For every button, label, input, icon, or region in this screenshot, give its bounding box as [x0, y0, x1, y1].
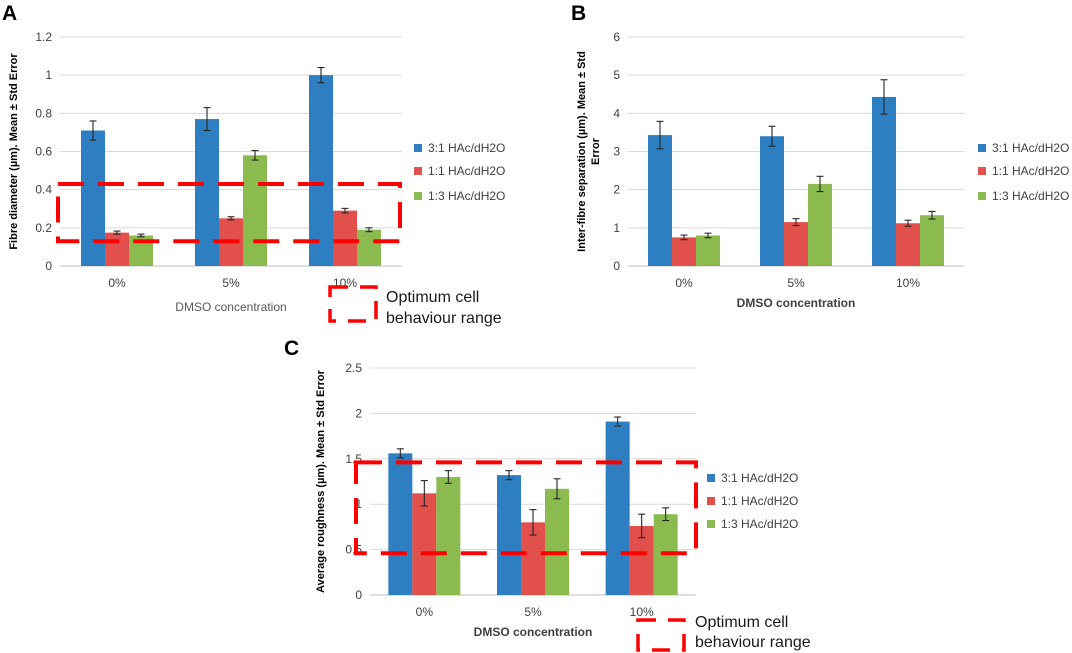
y-tick-label: 1.2	[35, 30, 52, 44]
optimum-range-key-box	[328, 285, 378, 323]
legend-label: 1:1 HAc/dH2O	[721, 494, 798, 508]
bar	[388, 453, 413, 595]
bar	[605, 421, 630, 595]
legend-swatch	[414, 167, 422, 175]
bar	[195, 119, 219, 266]
legend-label: 1:3 HAc/dH2O	[428, 189, 505, 203]
bar	[333, 210, 357, 266]
y-tick-label: 0.6	[35, 145, 52, 159]
bar	[545, 488, 569, 595]
bar	[357, 229, 381, 266]
bar	[412, 493, 437, 595]
x-tick-label: 10%	[896, 276, 920, 290]
legend-label: 1:3 HAc/dH2O	[992, 189, 1069, 203]
y-tick-label: 6	[613, 30, 620, 44]
legend-swatch	[414, 192, 422, 200]
legend-swatch	[707, 520, 715, 528]
bar	[497, 475, 521, 595]
y-tick-label: 0.2	[35, 221, 52, 235]
optimum-range-key-a: Optimum cell behaviour range	[328, 285, 502, 327]
y-tick-label: 2	[613, 183, 620, 197]
bar	[896, 223, 920, 266]
x-tick-label: 0%	[416, 605, 434, 619]
x-tick-label: 5%	[222, 276, 240, 290]
bar	[784, 222, 808, 266]
y-axis-label: Inter-fibre separation (µm). Mean ± Std E…	[576, 51, 602, 252]
y-tick-label: 5	[613, 68, 620, 82]
panel-letter-a: A	[2, 2, 17, 25]
bar	[309, 75, 333, 267]
x-axis-label: DMSO concentration	[474, 625, 593, 639]
legend-swatch	[978, 144, 986, 152]
bar	[696, 235, 720, 266]
bar	[672, 237, 696, 266]
bar	[436, 476, 461, 595]
y-tick-label: 1	[45, 68, 52, 82]
bar	[81, 130, 105, 266]
panel-letter-b: B	[571, 2, 586, 25]
optimum-range-key-box	[636, 618, 686, 652]
y-tick-label: 2	[355, 406, 362, 420]
chart-panel-a: A 00.20.40.60.811.20% 5% 10%DMSO concentra…	[2, 2, 505, 314]
legend-swatch	[707, 497, 715, 505]
y-tick-label: 0.4	[35, 183, 52, 197]
bar	[760, 136, 784, 266]
bar	[872, 96, 896, 267]
y-tick-label: 3	[613, 145, 620, 159]
y-tick-label: 0	[355, 588, 362, 602]
x-tick-label: 0%	[675, 276, 693, 290]
x-tick-label: 5%	[524, 605, 542, 619]
optimum-range-label-line2: behaviour range	[386, 310, 502, 327]
y-tick-label: 0.8	[35, 106, 52, 120]
chart-panel-b: B 0 1 2 3 4 5 6 0% 5% 10% DMSO concentration Inter-…	[571, 2, 1069, 310]
y-tick-label: 0	[613, 259, 620, 273]
x-axis-label: DMSO concentration	[737, 296, 856, 310]
x-axis-label: DMSO concentration	[175, 300, 286, 314]
legend-swatch	[707, 474, 715, 482]
legend-swatch	[414, 144, 422, 152]
optimum-range-label-line1: Optimum cell	[695, 614, 788, 631]
y-tick-label: 4	[613, 106, 620, 120]
bar	[648, 135, 672, 266]
optimum-range-label-line1: Optimum cell	[386, 289, 479, 306]
x-tick-label: 0%	[108, 276, 126, 290]
bar	[243, 155, 267, 266]
legend-label: 3:1 HAc/dH2O	[992, 141, 1069, 155]
optimum-range-label-line2: behaviour range	[695, 634, 811, 651]
bar	[808, 183, 832, 266]
bar	[105, 232, 129, 266]
legend-label: 3:1 HAc/dH2O	[721, 471, 798, 485]
optimum-range-box	[354, 460, 698, 556]
y-axis-label: Fibre diameter (µm). Mean ± Std Error	[8, 53, 20, 250]
legend-label: 1:1 HAc/dH2O	[992, 164, 1069, 178]
x-tick-label: 5%	[787, 276, 805, 290]
optimum-range-box	[56, 181, 402, 244]
legend-swatch	[978, 167, 986, 175]
legend-label: 3:1 HAc/dH2O	[428, 141, 505, 155]
chart-panel-c: C 00.511.522.50% 5% 10%DMSO concentrationA…	[284, 337, 798, 639]
y-tick-label: 0	[45, 259, 52, 273]
bar	[920, 215, 944, 266]
y-tick-label: 1	[613, 221, 620, 235]
legend-label: 1:1 HAc/dH2O	[428, 164, 505, 178]
legend-swatch	[978, 192, 986, 200]
x-tick-label: 10%	[630, 605, 654, 619]
legend-label: 1:3 HAc/dH2O	[721, 517, 798, 531]
panel-letter-c: C	[284, 337, 299, 360]
y-tick-label: 2.5	[345, 361, 362, 375]
y-tick-label: 1	[355, 497, 362, 511]
optimum-range-key-c: Optimum cell behaviour range	[636, 614, 811, 652]
y-axis-label: Average roughness (µm). Mean ± Std Error	[315, 369, 327, 593]
